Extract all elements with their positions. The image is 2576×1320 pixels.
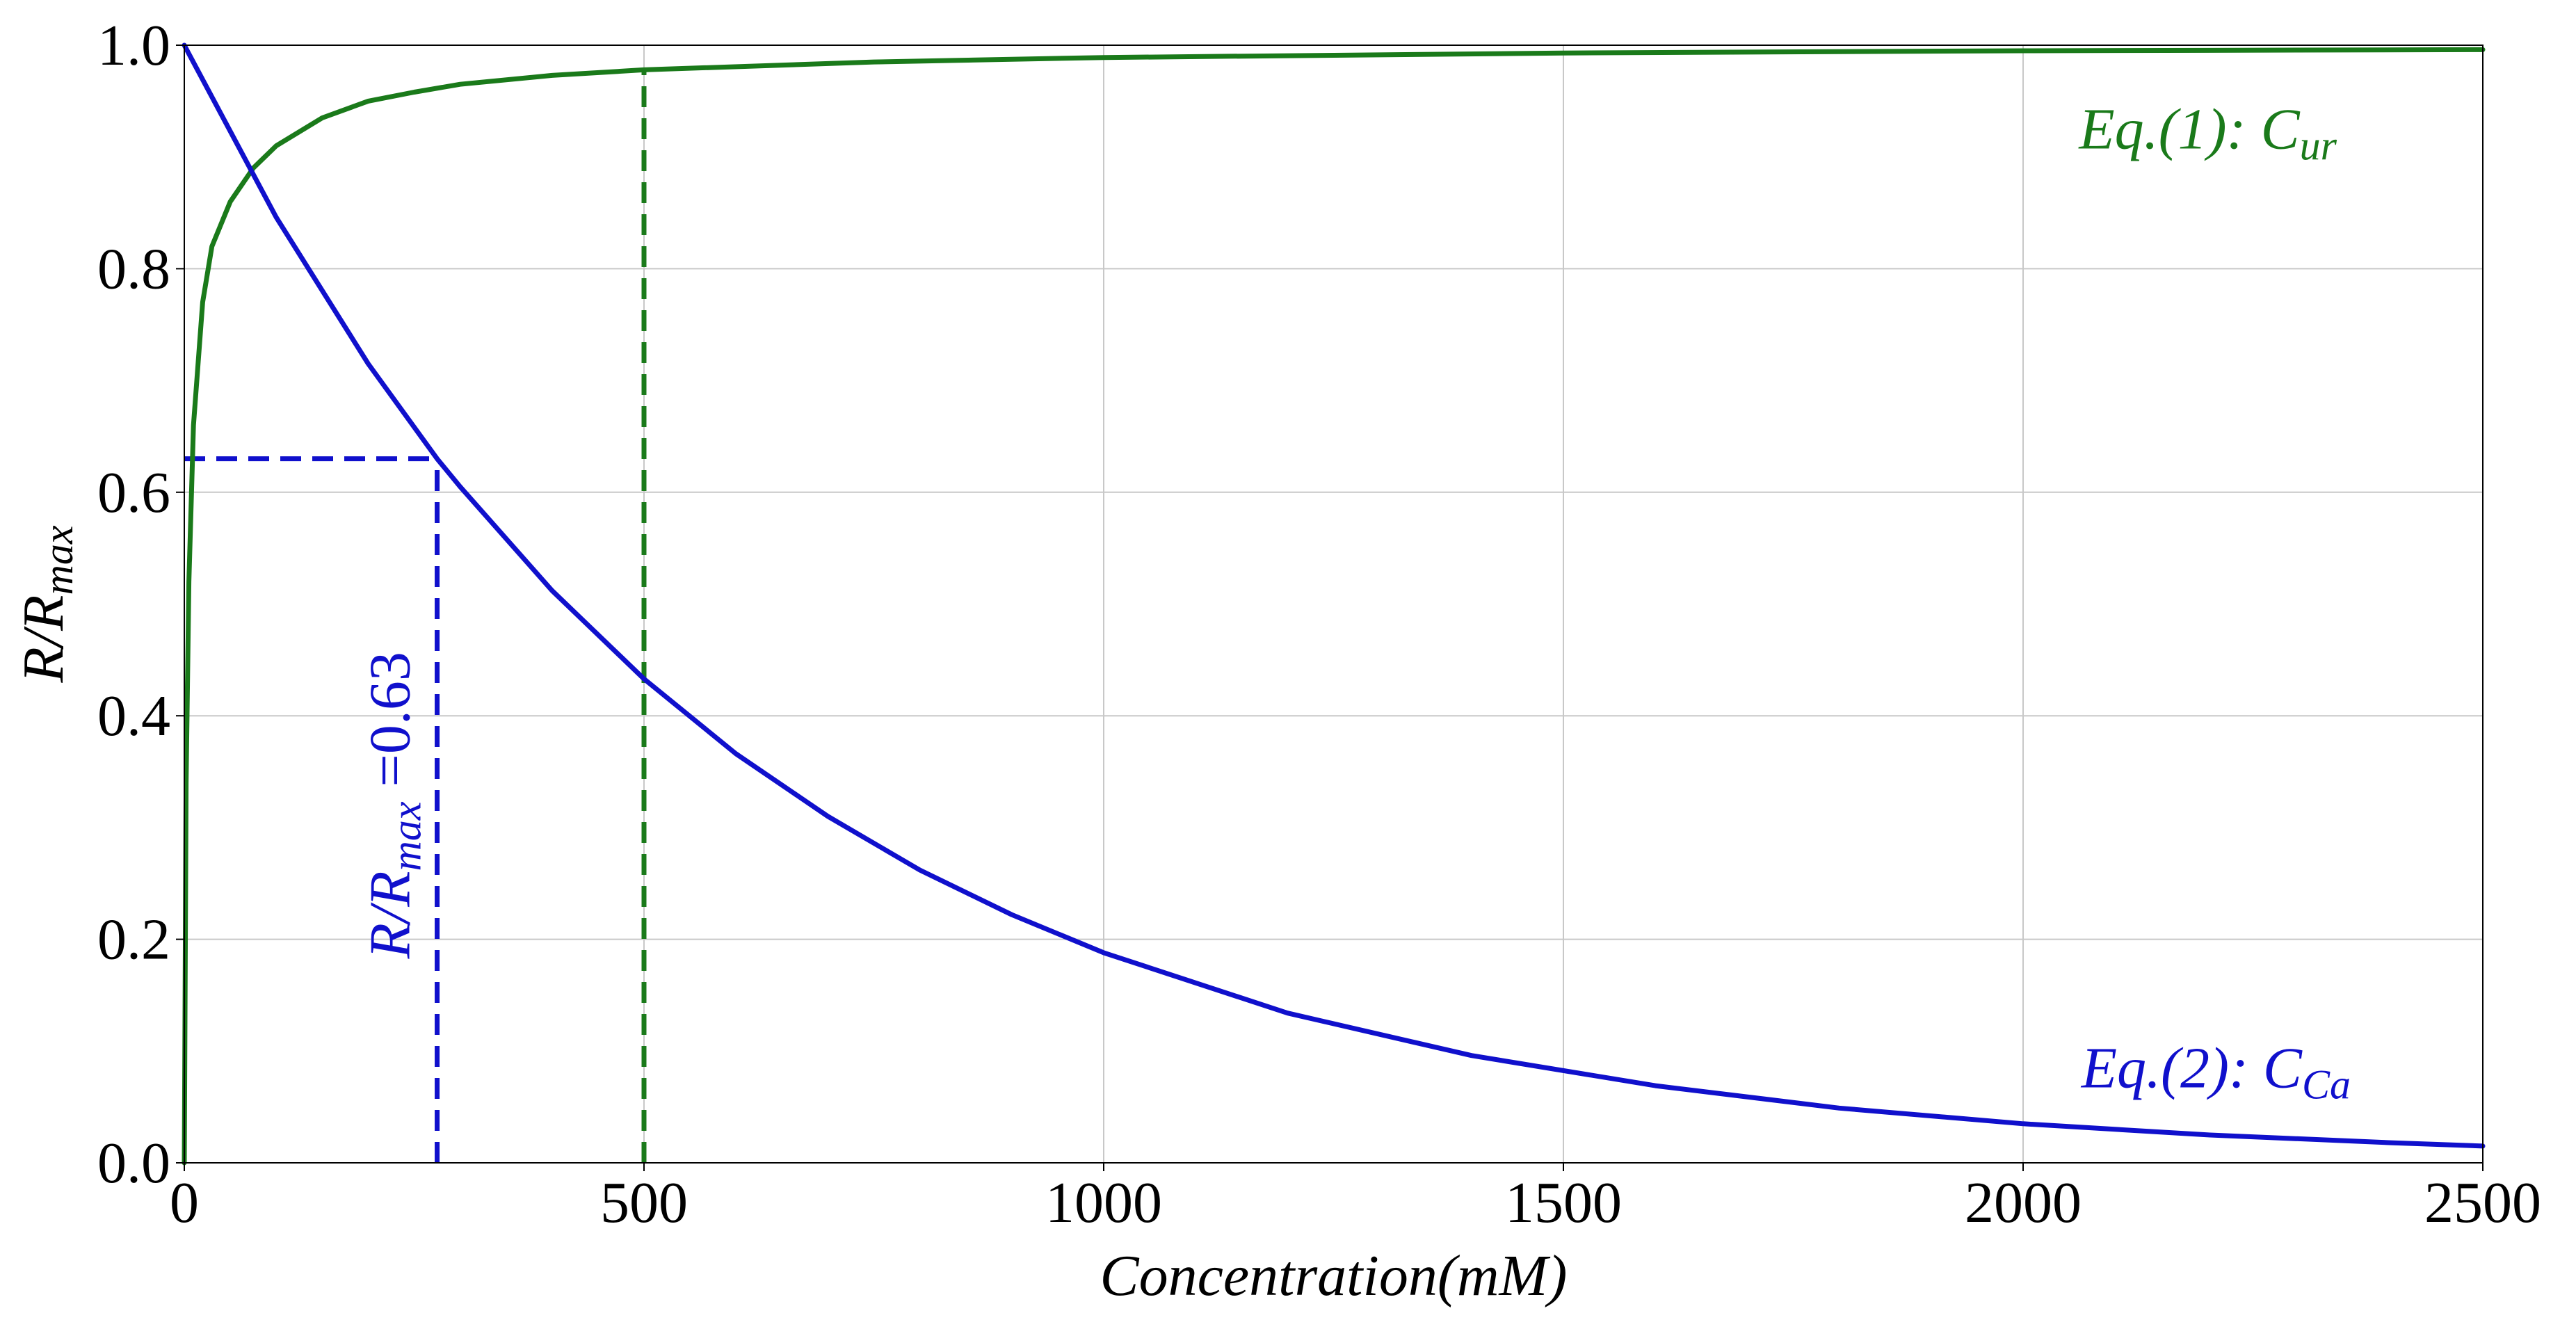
y-axis-label-main: R/R — [11, 595, 76, 684]
x-axis-label: Concentration(mM) — [1100, 1243, 1568, 1308]
annotation-threshold: R/Rmax =0.63 — [358, 652, 430, 959]
x-tick-label: 1500 — [1505, 1170, 1622, 1235]
x-tick-label: 2000 — [1965, 1170, 2082, 1235]
x-tick-label: 2500 — [2424, 1170, 2541, 1235]
annotation-eq2-subscript: Ca — [2302, 1061, 2351, 1107]
annotation-threshold-tail: =0.63 — [358, 652, 423, 801]
annotation-eq1-subscript: ur — [2300, 123, 2337, 169]
x-tick-label: 0 — [170, 1170, 199, 1235]
y-tick-label: 0.6 — [97, 460, 170, 525]
x-tick-label: 500 — [600, 1170, 688, 1235]
y-tick-label: 0.2 — [97, 908, 170, 972]
annotation-eq2-main: Eq.(2): C — [2081, 1036, 2303, 1100]
series-line — [182, 47, 2486, 1166]
reference-lines — [184, 70, 647, 1163]
grid — [184, 45, 2484, 1164]
x-tick-label: 1000 — [1045, 1170, 1162, 1235]
y-tick-label: 1.0 — [97, 13, 170, 78]
y-tick-label: 0.4 — [97, 684, 170, 748]
y-axis-label: R/Rmax — [11, 525, 81, 683]
annotation-eq1-main: Eq.(1): C — [2078, 97, 2300, 162]
plot-frame — [184, 45, 2484, 1164]
annotation-threshold-main: R/R — [358, 871, 423, 959]
series-line — [182, 42, 2486, 1149]
series-lines — [182, 42, 2486, 1166]
annotation-eq1: Eq.(1): Cur — [2078, 97, 2337, 169]
y-axis-label-subscript: max — [35, 525, 81, 595]
y-tick-label: 0.0 — [97, 1131, 170, 1196]
annotation-threshold-subscript: max — [384, 801, 430, 871]
y-tick-label: 0.8 — [97, 236, 170, 301]
ticks: 0 500 1000 1500 2000 2500 0.0 0.2 0.4 0.6 0.8 1.0 — [97, 13, 2541, 1235]
annotation-eq2: Eq.(2): CCa — [2081, 1036, 2351, 1107]
